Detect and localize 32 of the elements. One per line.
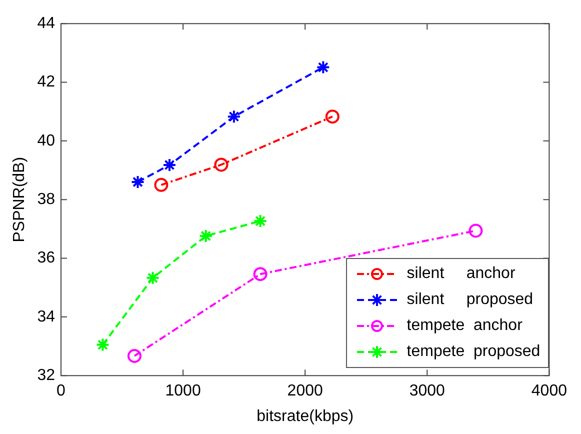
x-tick-label: 2000	[287, 382, 323, 400]
x-tick-label: 4000	[531, 382, 568, 400]
legend-label: tempete anchor	[406, 316, 522, 335]
point	[316, 60, 330, 74]
y-tick-label: 34	[37, 308, 56, 326]
legend-label: silent anchor	[406, 264, 516, 283]
point	[253, 267, 268, 282]
point	[226, 110, 241, 124]
legend-label: tempete proposed	[406, 342, 540, 361]
x-tick-label: 0	[56, 382, 66, 400]
point	[146, 270, 160, 285]
x-tick-label: 3000	[409, 382, 446, 400]
y-tick-label: 44	[37, 15, 56, 32]
point	[96, 338, 110, 352]
y-tick-label: 38	[37, 191, 56, 208]
legend-label: silent proposed	[406, 290, 534, 309]
point	[154, 178, 168, 192]
point	[468, 224, 483, 238]
point	[198, 228, 213, 243]
x-tick-label: 1000	[165, 382, 201, 400]
point	[253, 214, 268, 228]
point	[214, 158, 228, 172]
point	[325, 110, 340, 124]
y-tick-label: 42	[37, 74, 56, 91]
point	[162, 158, 176, 172]
point	[130, 175, 145, 189]
x-axis-title: bitsrate(kbps)	[256, 408, 354, 425]
y-tick-label: 32	[37, 367, 56, 384]
y-axis-title: PSPNR(dB)	[11, 156, 28, 242]
y-tick-label: 36	[37, 250, 56, 267]
y-tick-label: 40	[37, 132, 56, 150]
point	[127, 348, 142, 363]
